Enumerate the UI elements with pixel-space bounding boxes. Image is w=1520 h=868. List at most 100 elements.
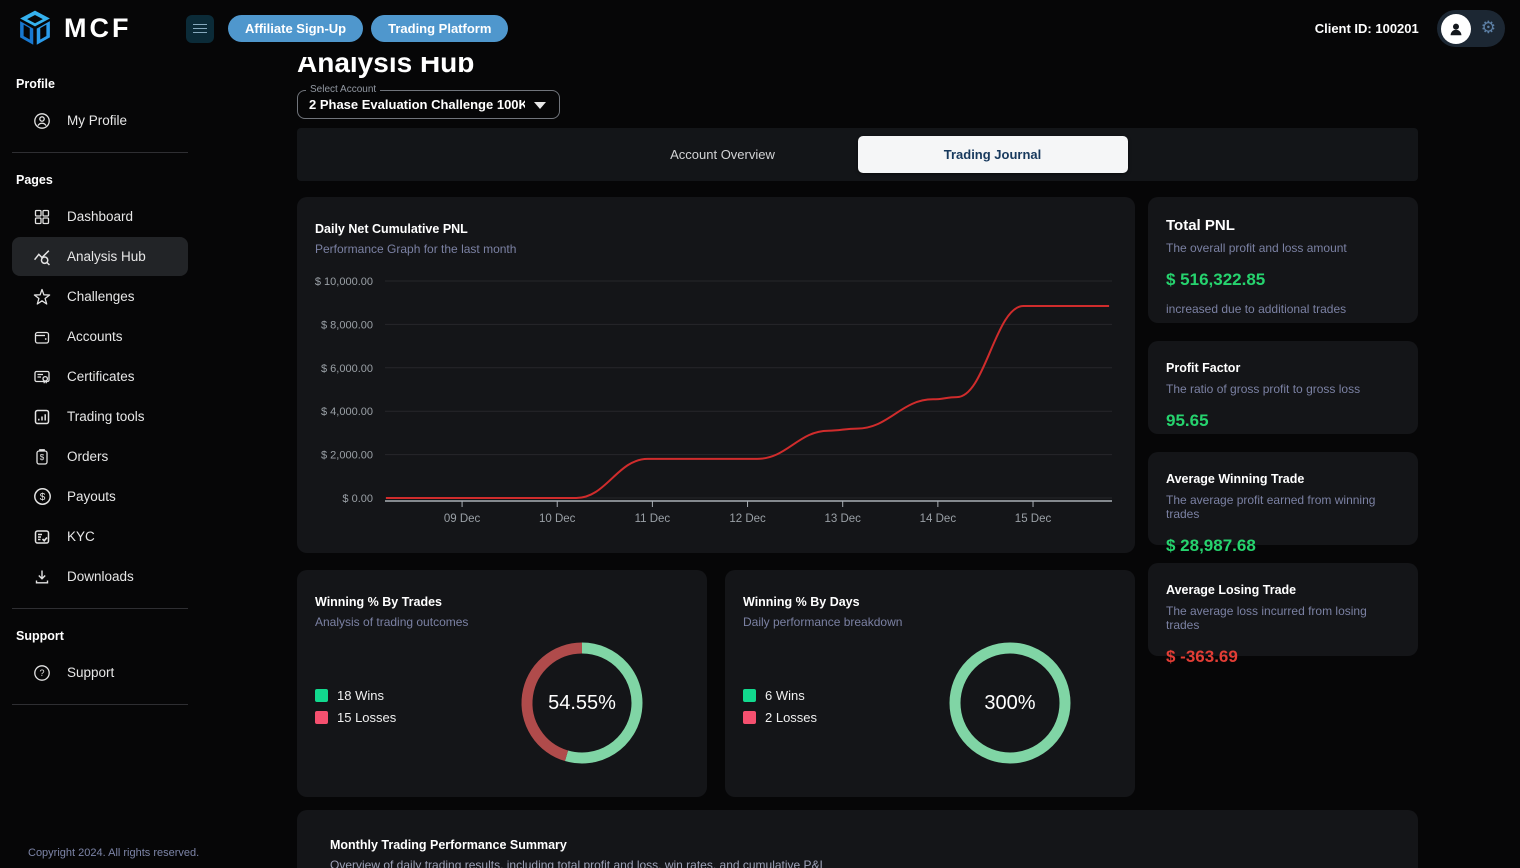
- page-title: Analysis Hub: [297, 57, 1418, 80]
- stat-note: increased due to additional trades: [1166, 302, 1400, 316]
- tab-account-overview[interactable]: Account Overview: [588, 128, 858, 181]
- donut-subtitle: Analysis of trading outcomes: [315, 615, 689, 629]
- avg-losing-trade-card: Average Losing Trade The average loss in…: [1148, 563, 1418, 656]
- user-pill: ⚙: [1437, 10, 1505, 47]
- svg-text:10 Dec: 10 Dec: [539, 513, 576, 525]
- svg-text:12 Dec: 12 Dec: [729, 513, 766, 525]
- sidebar-item-kyc[interactable]: KYC: [12, 517, 188, 556]
- legend-wins: 6 Wins: [743, 688, 817, 703]
- account-select-value: 2 Phase Evaluation Challenge 100K - Plat…: [309, 97, 525, 112]
- sidebar-item-support[interactable]: ? Support: [12, 653, 188, 692]
- wins-swatch: [743, 689, 756, 702]
- stat-subtitle: The average profit earned from winning t…: [1166, 493, 1400, 521]
- sidebar: Profile My Profile Pages Dashboard Analy…: [0, 57, 200, 868]
- tab-trading-journal[interactable]: Trading Journal: [858, 136, 1128, 173]
- affiliate-signup-button[interactable]: Affiliate Sign-Up: [228, 15, 363, 42]
- sidebar-item-challenges[interactable]: Challenges: [12, 277, 188, 316]
- avatar[interactable]: [1441, 14, 1471, 44]
- stat-value: $ 516,322.85: [1166, 270, 1400, 290]
- wallet-icon: [32, 327, 52, 347]
- kyc-icon: [32, 527, 52, 547]
- legend-wins: 18 Wins: [315, 688, 396, 703]
- svg-text:13 Dec: 13 Dec: [824, 513, 861, 525]
- sidebar-item-payouts[interactable]: $ Payouts: [12, 477, 188, 516]
- chart-title: Daily Net Cumulative PNL: [315, 222, 1117, 236]
- account-select-label: Select Account: [306, 84, 380, 95]
- main-content: Analysis Hub Select Account 2 Phase Eval…: [297, 57, 1418, 868]
- legend-losses: 2 Losses: [743, 710, 817, 725]
- svg-text:$: $: [40, 453, 45, 462]
- summary-title: Monthly Trading Performance Summary: [330, 838, 1385, 852]
- sidebar-item-certificates[interactable]: Certificates: [12, 357, 188, 396]
- svg-text:$ 6,000.00: $ 6,000.00: [321, 363, 373, 375]
- stat-title: Profit Factor: [1166, 361, 1400, 375]
- person-circle-icon: [32, 111, 52, 131]
- donut-chart-trades[interactable]: 54.55%: [516, 637, 648, 769]
- donut-subtitle: Daily performance breakdown: [743, 615, 1117, 629]
- divider: [12, 704, 188, 705]
- losses-swatch: [315, 711, 328, 724]
- svg-text:$ 10,000.00: $ 10,000.00: [315, 276, 373, 288]
- sidebar-item-downloads[interactable]: Downloads: [12, 557, 188, 596]
- stat-value: 95.65: [1166, 411, 1400, 431]
- topbar: MCF Affiliate Sign-Up Trading Platform C…: [0, 0, 1520, 57]
- section-header-support: Support: [16, 629, 184, 643]
- stat-title: Average Winning Trade: [1166, 472, 1400, 486]
- monthly-summary-card: Monthly Trading Performance Summary Over…: [297, 810, 1418, 868]
- donut-chart-days[interactable]: 300%: [944, 637, 1076, 769]
- legend: 6 Wins 2 Losses: [743, 688, 817, 725]
- download-icon: [32, 567, 52, 587]
- pnl-line-chart[interactable]: $ 0.00 $ 2,000.00 $ 4,000.00 $ 6,000.00 $ 8,…: [315, 268, 1117, 530]
- help-circle-icon: ?: [32, 663, 52, 683]
- sidebar-item-my-profile[interactable]: My Profile: [12, 101, 188, 140]
- stat-subtitle: The ratio of gross profit to gross loss: [1166, 382, 1400, 396]
- legend: 18 Wins 15 Losses: [315, 688, 396, 725]
- hamburger-menu-button[interactable]: [186, 15, 214, 43]
- svg-text:$: $: [39, 492, 45, 503]
- copyright-text: Copyright 2024. All rights reserved.: [28, 847, 199, 859]
- svg-text:14 Dec: 14 Dec: [920, 513, 957, 525]
- svg-text:$ 4,000.00: $ 4,000.00: [321, 406, 373, 418]
- wins-swatch: [315, 689, 328, 702]
- gear-icon[interactable]: ⚙: [1481, 20, 1496, 37]
- chart-subtitle: Performance Graph for the last month: [315, 242, 1117, 256]
- analysis-icon: [32, 247, 52, 267]
- mcf-cube-icon: [14, 8, 56, 50]
- svg-text:$ 8,000.00: $ 8,000.00: [321, 319, 373, 331]
- certificate-icon: [32, 367, 52, 387]
- stat-title: Average Losing Trade: [1166, 583, 1400, 597]
- stat-title: Total PNL: [1166, 217, 1400, 234]
- donut-center-label: 300%: [944, 637, 1076, 769]
- sidebar-item-dashboard[interactable]: Dashboard: [12, 197, 188, 236]
- bar-chart-icon: [32, 407, 52, 427]
- section-header-pages: Pages: [16, 173, 184, 187]
- winning-by-days-card: Winning % By Days Daily performance brea…: [725, 570, 1135, 797]
- payouts-icon: $: [32, 487, 52, 507]
- legend-losses: 15 Losses: [315, 710, 396, 725]
- trading-platform-button[interactable]: Trading Platform: [371, 15, 508, 42]
- divider: [12, 152, 188, 153]
- sidebar-item-trading-tools[interactable]: Trading tools: [12, 397, 188, 436]
- svg-text:$ 2,000.00: $ 2,000.00: [321, 450, 373, 462]
- account-select[interactable]: Select Account 2 Phase Evaluation Challe…: [297, 90, 560, 119]
- svg-text:09 Dec: 09 Dec: [444, 513, 481, 525]
- sidebar-item-accounts[interactable]: Accounts: [12, 317, 188, 356]
- total-pnl-card: Total PNL The overall profit and loss am…: [1148, 197, 1418, 323]
- avg-winning-trade-card: Average Winning Trade The average profit…: [1148, 452, 1418, 545]
- summary-subtitle: Overview of daily trading results, inclu…: [330, 858, 1385, 868]
- star-icon: [32, 287, 52, 307]
- stat-value: $ -363.69: [1166, 647, 1400, 667]
- winning-by-trades-card: Winning % By Trades Analysis of trading …: [297, 570, 707, 797]
- sidebar-item-orders[interactable]: $ Orders: [12, 437, 188, 476]
- sidebar-item-analysis-hub[interactable]: Analysis Hub: [12, 237, 188, 276]
- stat-value: $ 28,987.68: [1166, 536, 1400, 556]
- section-header-profile: Profile: [16, 77, 184, 91]
- donut-title: Winning % By Days: [743, 595, 1117, 609]
- brand-logo[interactable]: MCF: [0, 8, 186, 50]
- divider: [12, 608, 188, 609]
- svg-text:$ 0.00: $ 0.00: [342, 493, 373, 505]
- stat-subtitle: The average loss incurred from losing tr…: [1166, 604, 1400, 632]
- hamburger-icon: [193, 24, 207, 33]
- person-icon: [1447, 20, 1465, 38]
- donut-title: Winning % By Trades: [315, 595, 689, 609]
